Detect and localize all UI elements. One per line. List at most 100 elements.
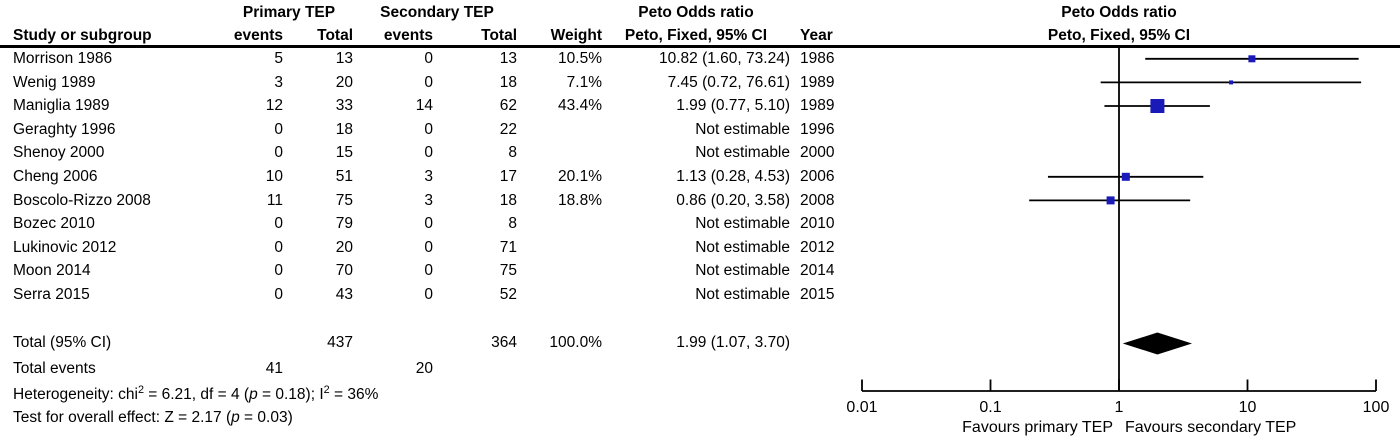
total-events-row: Total events 41 20 (0, 357, 1400, 381)
secondary-events-cell: 3 (424, 168, 433, 185)
weight-cell: 18.8% (558, 191, 602, 209)
secondary-events-cell: 0 (424, 50, 433, 67)
plot-title-peto-odds-ratio: Peto Odds ratio (1061, 4, 1177, 21)
secondary-events-cell: 0 (424, 262, 433, 280)
total-weight: 100.0% (549, 334, 602, 351)
primary-total-cell: 33 (335, 97, 353, 115)
odds-ratio-ci-cell: Not estimable (695, 215, 790, 233)
header-divider-rule (0, 45, 1400, 48)
primary-total-cell: 15 (335, 144, 353, 162)
column-group-secondary-tep: Secondary TEP (380, 4, 494, 21)
study-name-cell: Cheng 2006 (13, 168, 98, 185)
plot-subtitle-ci: Peto, Fixed, 95% CI (1047, 27, 1191, 44)
table-row: Wenig 1989 3 20 0 18 7.1% 7.45 (0.72, 76.61) 19… (0, 71, 1400, 95)
study-name-cell: Boscolo-Rizzo 2008 (13, 191, 151, 209)
column-header-ci: Peto, Fixed, 95% CI (624, 27, 768, 44)
column-header-weight: Weight (550, 27, 602, 44)
primary-total-cell: 13 (335, 50, 353, 67)
column-header-secondary-total: Total (481, 27, 517, 44)
primary-events-cell: 11 (266, 191, 283, 209)
secondary-total-cell: 13 (499, 50, 517, 67)
year-cell: 1996 (800, 120, 835, 138)
odds-ratio-ci-cell: 0.86 (0.20, 3.58) (676, 191, 790, 209)
odds-ratio-ci-cell: Not estimable (695, 286, 790, 303)
total-events-label: Total events (13, 360, 96, 377)
secondary-events-cell: 0 (424, 144, 433, 162)
odds-ratio-ci-cell: Not estimable (695, 238, 790, 256)
secondary-total-cell: 8 (508, 215, 517, 233)
x-axis-tick-label: 1 (1114, 399, 1124, 416)
primary-events-cell: 0 (274, 120, 283, 138)
secondary-events-cell: 14 (415, 97, 433, 115)
secondary-events-cell: 0 (424, 238, 433, 256)
column-header-secondary-events: events (383, 27, 433, 44)
table-row: Moon 2014 0 70 0 75 Not estimable 2014 (0, 259, 1400, 283)
table-row: Geraghty 1996 0 18 0 22 Not estimable 1996 (0, 118, 1400, 142)
column-header-study: Study or subgroup (13, 27, 152, 44)
odds-ratio-ci-cell: Not estimable (695, 144, 790, 162)
total-events-primary: 41 (265, 360, 283, 377)
table-row: Maniglia 1989 12 33 14 62 43.4% 1.99 (0.77, 5.… (0, 94, 1400, 118)
study-name-cell: Morrison 1986 (13, 50, 113, 67)
study-name-cell: Shenoy 2000 (13, 144, 105, 162)
primary-events-cell: 0 (274, 215, 283, 233)
x-axis-tick-label: 0.1 (979, 399, 1002, 416)
favours-primary-label: Favours primary TEP (962, 419, 1113, 436)
primary-total-cell: 18 (335, 120, 353, 138)
study-name-cell: Wenig 1989 (13, 73, 96, 91)
year-cell: 2015 (800, 286, 835, 303)
secondary-total-cell: 22 (499, 120, 517, 138)
weight-cell: 43.4% (558, 97, 602, 115)
odds-ratio-ci-cell: 7.45 (0.72, 76.61) (667, 73, 790, 91)
odds-ratio-ci-cell: 1.99 (0.77, 5.10) (676, 97, 790, 115)
total-row: Total (95% CI) 437 364 100.0% 1.99 (1.07… (0, 331, 1400, 355)
secondary-total-cell: 62 (499, 97, 517, 115)
favours-secondary-label: Favours secondary TEP (1125, 419, 1297, 436)
primary-events-cell: 12 (265, 97, 283, 115)
overall-effect-note: Test for overall effect: Z = 2.17 (p = 0… (13, 409, 293, 426)
year-cell: 2012 (800, 238, 835, 256)
year-cell: 2014 (800, 262, 835, 280)
x-axis-tick-label: 100 (1362, 399, 1390, 416)
x-axis-tick-label: 0.01 (846, 399, 878, 416)
secondary-total-cell: 17 (499, 168, 517, 185)
primary-events-cell: 3 (274, 73, 283, 91)
secondary-events-cell: 0 (424, 120, 433, 138)
total-label: Total (95% CI) (13, 334, 112, 351)
primary-total-cell: 75 (335, 191, 353, 209)
primary-events-cell: 0 (274, 144, 283, 162)
primary-events-cell: 0 (274, 286, 283, 303)
secondary-total-cell: 18 (499, 73, 517, 91)
primary-events-cell: 0 (274, 262, 283, 280)
weight-cell: 7.1% (566, 73, 602, 91)
column-group-primary-tep: Primary TEP (242, 4, 336, 21)
secondary-total-cell: 18 (499, 191, 517, 209)
study-name-cell: Maniglia 1989 (13, 97, 110, 115)
year-cell: 2010 (800, 215, 835, 233)
column-header-primary-events: events (233, 27, 283, 44)
secondary-total-cell: 75 (499, 262, 517, 280)
secondary-total-cell: 52 (499, 286, 517, 303)
table-row: Cheng 2006 10 51 3 17 20.1% 1.13 (0.28, 4.53) 2… (0, 165, 1400, 189)
table-row: Shenoy 2000 0 15 0 8 Not estimable 2000 (0, 141, 1400, 165)
year-cell: 2000 (800, 144, 835, 162)
secondary-events-cell: 0 (424, 215, 433, 233)
secondary-events-cell: 3 (424, 191, 433, 209)
heterogeneity-note: Heterogeneity: chi2 = 6.21, df = 4 (p = … (13, 383, 379, 403)
total-primary-n: 437 (327, 334, 353, 351)
odds-ratio-ci-cell: Not estimable (695, 262, 790, 280)
secondary-events-cell: 0 (424, 73, 433, 91)
primary-events-cell: 0 (274, 238, 283, 256)
primary-total-cell: 20 (335, 73, 353, 91)
table-row: Boscolo-Rizzo 2008 11 75 3 18 18.8% 0.86 (0.20… (0, 189, 1400, 213)
primary-total-cell: 70 (335, 262, 353, 280)
primary-events-cell: 5 (274, 50, 283, 67)
primary-events-cell: 10 (265, 168, 283, 185)
study-name-cell: Lukinovic 2012 (13, 238, 117, 256)
x-axis-tick-label: 10 (1238, 399, 1257, 416)
weight-cell: 10.5% (558, 50, 602, 67)
odds-ratio-ci-cell: 1.13 (0.28, 4.53) (676, 168, 790, 185)
total-secondary-n: 364 (491, 334, 517, 351)
table-row: Bozec 2010 0 79 0 8 Not estimable 2010 (0, 212, 1400, 236)
